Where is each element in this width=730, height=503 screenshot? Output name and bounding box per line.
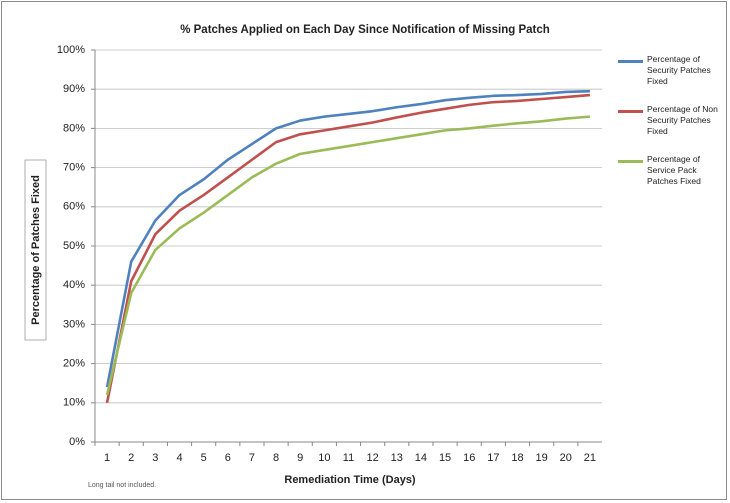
x-tick-label: 16 xyxy=(463,452,475,464)
y-tick-label: 20% xyxy=(63,358,85,370)
y-tick-label: 100% xyxy=(57,44,85,56)
x-tick-label: 12 xyxy=(367,452,379,464)
x-tick-label: 18 xyxy=(511,452,523,464)
y-tick-label: 10% xyxy=(63,397,85,409)
x-tick-label: 4 xyxy=(176,452,182,464)
x-tick-label: 8 xyxy=(273,452,279,464)
y-label-box xyxy=(24,159,47,341)
legend-label: Percentage of Service Pack Patches Fixed xyxy=(647,154,701,186)
series-line xyxy=(105,89,590,388)
x-tick-label: 2 xyxy=(128,452,134,464)
x-tick-label: 13 xyxy=(391,452,403,464)
legend-swatch xyxy=(618,60,643,63)
x-tick-label: 21 xyxy=(584,452,596,464)
y-tick-label: 30% xyxy=(63,318,85,330)
y-tick-label: 80% xyxy=(63,122,85,134)
x-tick-label: 10 xyxy=(318,452,330,464)
x-tick-label: 5 xyxy=(201,452,207,464)
chart-title: % Patches Applied on Each Day Since Noti… xyxy=(180,24,550,36)
x-tick-label: 3 xyxy=(152,452,158,464)
y-tick-label: 0% xyxy=(69,436,85,448)
x-tick-label: 7 xyxy=(249,452,255,464)
annotation: Long tail not included. xyxy=(88,482,156,489)
x-tick-label: 11 xyxy=(343,452,354,464)
y-tick-label: 60% xyxy=(63,201,85,213)
legend-swatch xyxy=(618,160,643,163)
x-tick-label: 15 xyxy=(439,452,451,464)
series-line xyxy=(105,115,591,396)
x-tick-label: 19 xyxy=(536,452,548,464)
series-line xyxy=(105,93,591,404)
x-axis-label: Remediation Time (Days) xyxy=(284,474,416,486)
legend-swatch xyxy=(618,110,643,113)
x-tick-label: 6 xyxy=(225,452,231,464)
y-tick-label: 90% xyxy=(63,83,85,95)
y-tick-label: 50% xyxy=(63,240,85,252)
y-axis-label: Percentage of Patches Fixed xyxy=(30,175,42,325)
legend-label: Percentage of Security Patches Fixed xyxy=(647,54,711,86)
x-tick-label: 9 xyxy=(297,452,303,464)
y-tick-label: 70% xyxy=(63,162,85,174)
legend-label: Percentage of Non Security Patches Fixed xyxy=(647,104,718,136)
x-tick-label: 1 xyxy=(104,452,110,464)
x-tick-label: 17 xyxy=(487,452,499,464)
y-tick-label: 40% xyxy=(63,279,85,291)
x-tick-label: 14 xyxy=(415,452,427,464)
x-tick-label: 20 xyxy=(560,452,572,464)
